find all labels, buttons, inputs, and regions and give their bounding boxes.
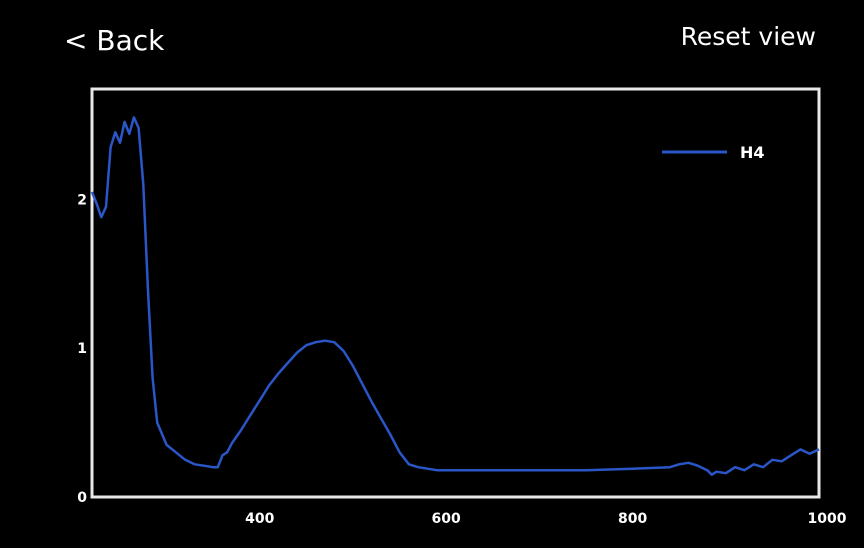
back-button[interactable]: < Back bbox=[64, 24, 165, 57]
y-axis-ticks: 0 1 2 bbox=[77, 192, 87, 506]
x-axis-ticks: 400 600 800 1000 bbox=[245, 511, 847, 527]
series-line-h4 bbox=[90, 116, 820, 476]
legend: H4 bbox=[662, 143, 765, 162]
y-tick-label: 2 bbox=[77, 192, 87, 208]
x-tick-label: 400 bbox=[245, 511, 274, 527]
x-tick-label: 600 bbox=[432, 511, 461, 527]
y-tick-label: 1 bbox=[77, 341, 87, 357]
x-tick-label: 1000 bbox=[808, 511, 847, 527]
series-layer bbox=[90, 116, 820, 476]
y-tick-label: 0 bbox=[77, 490, 87, 506]
plot-frame bbox=[90, 87, 821, 499]
x-tick-label: 800 bbox=[618, 511, 647, 527]
reset-view-button[interactable]: Reset view bbox=[680, 22, 816, 51]
legend-label-h4: H4 bbox=[740, 143, 765, 162]
